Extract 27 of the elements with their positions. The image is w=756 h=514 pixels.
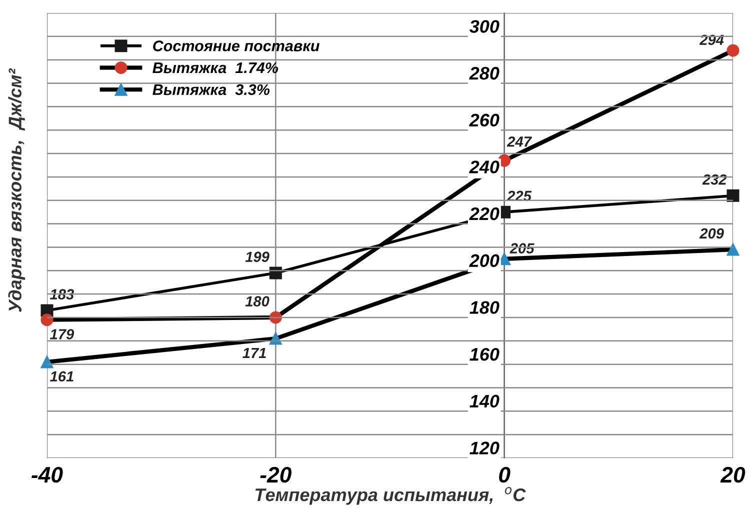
y-tick-label: 180 xyxy=(470,301,500,314)
data-label: 209 xyxy=(699,228,724,239)
data-label: 179 xyxy=(50,329,74,340)
y-tick-label: 160 xyxy=(470,348,500,361)
y-tick-label: 280 xyxy=(469,66,500,80)
legend-label: Состояние поставки xyxy=(153,40,320,52)
data-label: 247 xyxy=(506,136,532,147)
x-axis-title: Температура испытания, $^{o}$C xyxy=(256,487,526,505)
y-tick-label: 200 xyxy=(469,254,500,268)
x-tick-label: 20 xyxy=(720,466,746,483)
x-tick-label: -20 xyxy=(260,466,292,483)
y-tick-label: 140 xyxy=(470,394,500,408)
x-tick-label: 0 xyxy=(499,466,510,483)
y-tick-label: 120 xyxy=(470,442,500,454)
y-tick-label: 260 xyxy=(469,114,500,127)
data-label: 161 xyxy=(50,371,74,382)
legend-label: Вытяжка 1.74% xyxy=(152,62,278,74)
y-tick-label: 220 xyxy=(469,207,500,220)
legend-label: Вытяжка 3.3% xyxy=(152,84,270,96)
x-tick-label: -40 xyxy=(32,466,63,483)
data-label: 171 xyxy=(242,348,266,358)
y-tick-label: 300 xyxy=(469,20,500,33)
y-tick-label: 240 xyxy=(469,160,500,174)
data-label: 205 xyxy=(510,243,534,254)
y-axis-title: Ударная вязкость, Дж/см² xyxy=(8,68,26,312)
data-label: 180 xyxy=(245,296,270,307)
data-label: 199 xyxy=(245,252,270,262)
